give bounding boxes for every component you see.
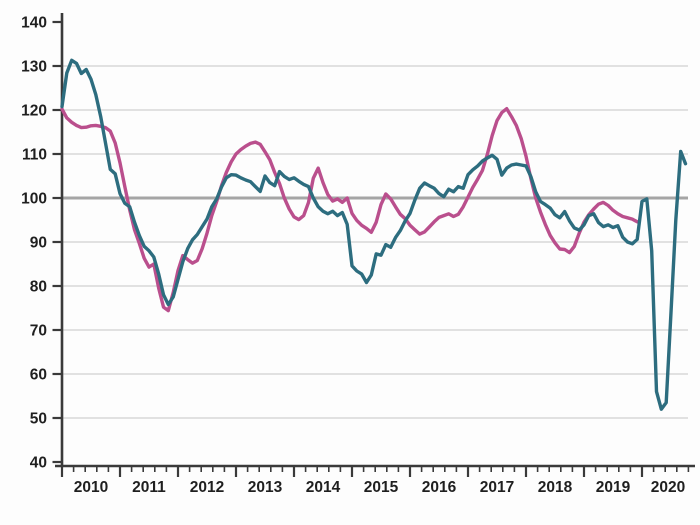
y-tick-label: 80 <box>30 279 47 296</box>
x-tick-label: 2020 <box>651 479 685 496</box>
y-tick-label: 50 <box>30 411 47 428</box>
y-tick-label: 60 <box>30 367 47 384</box>
x-tick-label: 2017 <box>480 479 514 496</box>
x-tick-label: 2016 <box>422 479 457 496</box>
x-tick-label: 2015 <box>364 479 399 496</box>
y-tick-label: 140 <box>21 15 47 32</box>
series-pink-index-line <box>60 106 639 313</box>
y-tick-label: 90 <box>30 235 47 252</box>
y-tick-label: 100 <box>21 191 47 208</box>
x-tick-label: 2013 <box>248 479 283 496</box>
y-tick-label: 110 <box>22 147 47 164</box>
y-tick-label: 70 <box>30 323 47 340</box>
x-tick-label: 2012 <box>190 479 224 496</box>
x-tick-label: 2011 <box>132 479 166 496</box>
y-tick-label: 120 <box>21 103 47 120</box>
x-tick-label: 2014 <box>306 479 341 496</box>
x-tick-label: 2018 <box>538 479 573 496</box>
x-tick-label: 2019 <box>596 479 631 496</box>
y-tick-label: 130 <box>21 59 47 76</box>
x-tick-label: 2010 <box>74 479 108 496</box>
series-teal-index-line <box>60 58 688 411</box>
y-tick-label: 40 <box>30 455 47 472</box>
